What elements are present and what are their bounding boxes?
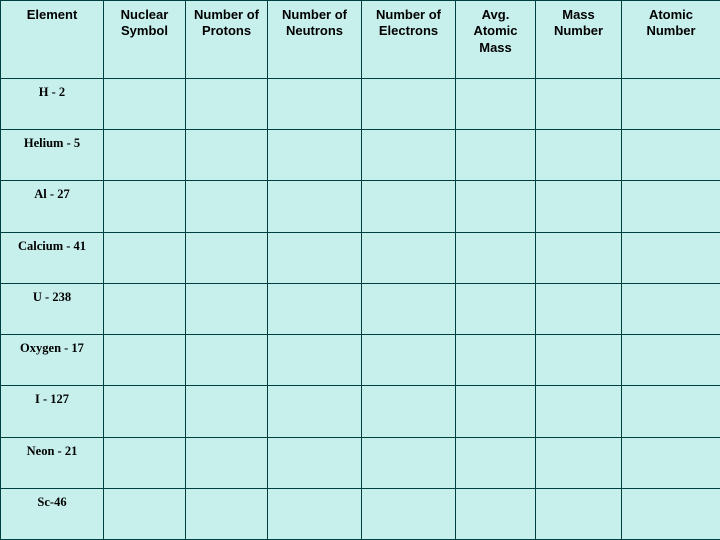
- cell: [362, 79, 456, 130]
- cell: [536, 130, 622, 181]
- cell: [622, 283, 720, 334]
- cell-element: Calcium - 41: [1, 232, 104, 283]
- col-header-atomic-number: Atomic Number: [622, 1, 720, 79]
- cell: [536, 79, 622, 130]
- col-header-avg-atomic-mass: Avg. Atomic Mass: [456, 1, 536, 79]
- cell: [622, 488, 720, 539]
- cell: [186, 79, 268, 130]
- cell: [104, 386, 186, 437]
- cell: [186, 232, 268, 283]
- cell: [268, 283, 362, 334]
- col-header-protons: Number of Protons: [186, 1, 268, 79]
- cell-element: Neon - 21: [1, 437, 104, 488]
- cell: [268, 232, 362, 283]
- table-header-row: Element Nuclear Symbol Number of Protons…: [1, 1, 720, 79]
- cell-element: I - 127: [1, 386, 104, 437]
- cell: [456, 386, 536, 437]
- cell: [186, 181, 268, 232]
- cell: [268, 437, 362, 488]
- col-header-electrons: Number of Electrons: [362, 1, 456, 79]
- cell: [186, 130, 268, 181]
- cell: [362, 232, 456, 283]
- cell: [536, 232, 622, 283]
- table-row: Oxygen - 17: [1, 335, 720, 386]
- cell: [186, 488, 268, 539]
- cell: [362, 335, 456, 386]
- cell: [362, 130, 456, 181]
- cell: [456, 79, 536, 130]
- cell: [362, 181, 456, 232]
- cell: [104, 232, 186, 283]
- cell: [622, 79, 720, 130]
- cell: [622, 335, 720, 386]
- cell: [456, 130, 536, 181]
- cell: [362, 386, 456, 437]
- cell: [622, 181, 720, 232]
- cell: [268, 335, 362, 386]
- col-header-nuclear-symbol: Nuclear Symbol: [104, 1, 186, 79]
- col-header-neutrons: Number of Neutrons: [268, 1, 362, 79]
- table-row: Sc-46: [1, 488, 720, 539]
- cell: [268, 488, 362, 539]
- cell: [622, 130, 720, 181]
- cell: [622, 386, 720, 437]
- table-body: H - 2 Helium - 5 Al - 27: [1, 79, 720, 540]
- cell-element: Al - 27: [1, 181, 104, 232]
- cell: [104, 437, 186, 488]
- cell: [362, 488, 456, 539]
- cell: [456, 181, 536, 232]
- cell: [186, 335, 268, 386]
- cell: [104, 283, 186, 334]
- cell: [536, 283, 622, 334]
- cell: [456, 437, 536, 488]
- cell: [622, 437, 720, 488]
- cell: [536, 437, 622, 488]
- cell-element: Sc-46: [1, 488, 104, 539]
- table-row: Calcium - 41: [1, 232, 720, 283]
- cell: [362, 437, 456, 488]
- cell: [104, 335, 186, 386]
- cell: [456, 232, 536, 283]
- cell-element: Oxygen - 17: [1, 335, 104, 386]
- cell: [186, 386, 268, 437]
- cell-element: Helium - 5: [1, 130, 104, 181]
- cell: [456, 335, 536, 386]
- cell: [186, 437, 268, 488]
- cell: [104, 79, 186, 130]
- cell: [268, 181, 362, 232]
- cell: [104, 488, 186, 539]
- col-header-element: Element: [1, 1, 104, 79]
- table-row: U - 238: [1, 283, 720, 334]
- cell: [536, 488, 622, 539]
- table-row: Al - 27: [1, 181, 720, 232]
- cell: [456, 488, 536, 539]
- cell: [268, 130, 362, 181]
- cell: [104, 181, 186, 232]
- cell: [456, 283, 536, 334]
- table-row: Neon - 21: [1, 437, 720, 488]
- table-row: H - 2: [1, 79, 720, 130]
- table-row: Helium - 5: [1, 130, 720, 181]
- cell-element: U - 238: [1, 283, 104, 334]
- cell: [104, 130, 186, 181]
- cell: [268, 386, 362, 437]
- cell: [622, 232, 720, 283]
- table-row: I - 127: [1, 386, 720, 437]
- isotope-worksheet-table: Element Nuclear Symbol Number of Protons…: [0, 0, 720, 540]
- cell: [536, 386, 622, 437]
- cell: [536, 335, 622, 386]
- cell: [186, 283, 268, 334]
- cell: [268, 79, 362, 130]
- cell: [362, 283, 456, 334]
- col-header-mass-number: Mass Number: [536, 1, 622, 79]
- cell-element: H - 2: [1, 79, 104, 130]
- cell: [536, 181, 622, 232]
